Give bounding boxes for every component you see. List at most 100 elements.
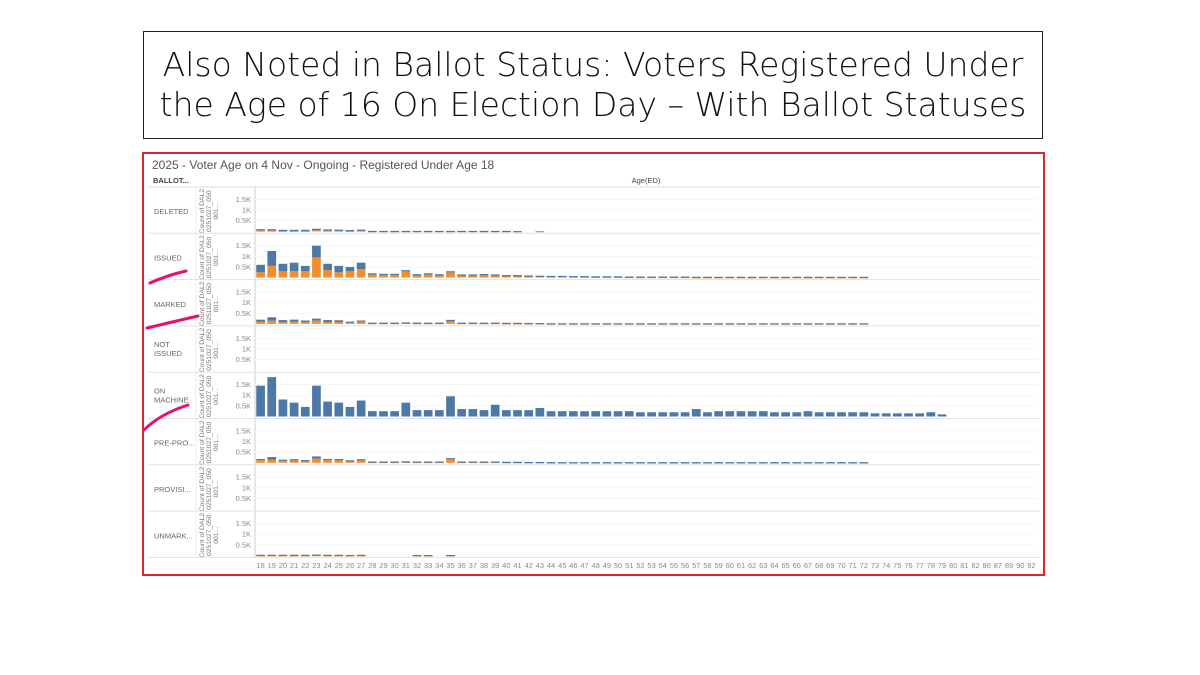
- x-tick-32: 32: [413, 561, 421, 570]
- x-tick-92: 92: [1027, 561, 1035, 570]
- bar-blue-2-22: [300, 320, 310, 323]
- bar-blue-0-25: [334, 229, 344, 231]
- bar-orange-1-28: [367, 274, 377, 278]
- bar-blue-1-64: [770, 276, 779, 278]
- bar-blue-5-35: [446, 458, 455, 460]
- bar-blue-4-47: [580, 411, 589, 417]
- y-tick-3-0: 0.5K: [236, 355, 251, 364]
- bar-blue-1-50: [613, 276, 623, 278]
- bar-blue-2-35: [446, 319, 455, 322]
- bar-blue-2-26: [345, 321, 355, 323]
- x-tick-61: 61: [737, 561, 745, 570]
- bar-orange-1-42: [524, 275, 534, 278]
- bar-blue-2-51: [624, 323, 634, 325]
- bar-orange-1-30: [390, 274, 399, 278]
- bar-blue-5-24: [323, 458, 332, 461]
- y-tick-4-2: 1.5K: [236, 380, 251, 389]
- bar-blue-2-50: [613, 323, 623, 325]
- bar-blue-4-52: [636, 412, 645, 417]
- x-tick-50: 50: [614, 561, 622, 570]
- bar-blue-1-33: [423, 273, 433, 275]
- bar-blue-0-34: [434, 230, 444, 233]
- x-tick-86: 86: [983, 561, 991, 570]
- bar-blue-1-72: [859, 276, 869, 278]
- bar-orange-1-23: [312, 257, 321, 278]
- bar-blue-4-64: [770, 412, 779, 417]
- bar-blue-4-56: [680, 412, 690, 417]
- bar-blue-4-71: [848, 412, 858, 417]
- bar-blue-4-54: [658, 412, 668, 417]
- x-tick-23: 23: [312, 561, 320, 570]
- bar-orange-0-43: [535, 231, 545, 233]
- bar-blue-4-19: [267, 377, 277, 417]
- bar-blue-1-37: [468, 274, 478, 276]
- row-label-6: PROVISI...: [154, 485, 191, 494]
- bar-orange-1-26: [345, 271, 355, 278]
- bar-blue-1-21: [289, 262, 299, 272]
- y-tick-0-0: 0.5K: [236, 216, 251, 225]
- y-tick-7-2: 1.5K: [236, 519, 251, 528]
- bar-blue-2-41: [513, 322, 522, 325]
- x-tick-79: 79: [938, 561, 946, 570]
- x-tick-28: 28: [368, 561, 376, 570]
- y-axis-label-4-2: 001...: [213, 388, 220, 405]
- x-tick-59: 59: [714, 561, 722, 570]
- bar-blue-7-24: [323, 554, 332, 556]
- bar-blue-7-27: [356, 554, 366, 556]
- bar-blue-7-19: [267, 554, 277, 556]
- bar-blue-0-36: [457, 230, 467, 233]
- bar-blue-4-27: [356, 400, 366, 417]
- y-axis-label-6-2: 001...: [213, 480, 220, 497]
- bar-blue-2-27: [356, 320, 366, 322]
- bar-orange-2-35: [446, 320, 455, 324]
- bar-blue-4-66: [792, 412, 802, 417]
- x-tick-27: 27: [357, 561, 365, 570]
- bar-orange-0-21: [289, 230, 299, 232]
- y-tick-6-1: 1K: [242, 483, 251, 492]
- bar-blue-1-46: [569, 276, 578, 278]
- bar-blue-4-31: [401, 402, 411, 417]
- row-label-3-1: ISSUED: [154, 349, 183, 358]
- bar-blue-2-49: [602, 323, 612, 325]
- bar-orange-2-23: [312, 320, 321, 324]
- bar-blue-1-35: [446, 271, 455, 273]
- x-tick-54: 54: [659, 561, 667, 570]
- x-tick-19: 19: [268, 561, 276, 570]
- bar-blue-5-50: [613, 462, 623, 464]
- bar-blue-5-34: [434, 461, 444, 463]
- bar-blue-2-23: [312, 318, 321, 321]
- bar-orange-1-21: [289, 271, 299, 278]
- bar-blue-2-47: [580, 323, 589, 325]
- x-tick-75: 75: [893, 561, 901, 570]
- bar-blue-0-22: [300, 229, 310, 232]
- bar-blue-1-40: [502, 275, 511, 277]
- bar-blue-1-38: [479, 273, 489, 276]
- bar-blue-1-41: [513, 275, 522, 277]
- bar-blue-2-32: [412, 322, 422, 324]
- bar-blue-2-33: [423, 322, 433, 324]
- bar-orange-1-31: [401, 271, 411, 278]
- bar-blue-0-39: [490, 230, 500, 233]
- y-axis-label-5-2: 001...: [213, 434, 220, 451]
- bar-blue-5-39: [490, 461, 500, 463]
- y-tick-5-1: 1K: [242, 437, 251, 446]
- bar-blue-2-53: [647, 323, 656, 325]
- y-tick-0-2: 1.5K: [236, 195, 251, 204]
- bar-blue-4-77: [915, 413, 925, 417]
- bar-blue-2-43: [535, 323, 545, 325]
- x-tick-68: 68: [815, 561, 823, 570]
- bar-blue-2-21: [289, 319, 299, 322]
- bar-blue-4-57: [691, 409, 701, 417]
- x-tick-60: 60: [726, 561, 734, 570]
- bar-blue-5-43: [535, 461, 545, 464]
- y-axis-label-3-1: 0251027_050: [206, 329, 213, 371]
- bar-blue-7-25: [334, 554, 344, 556]
- bar-blue-4-69: [825, 412, 835, 417]
- bar-blue-2-57: [691, 323, 701, 325]
- bar-blue-5-68: [814, 462, 824, 464]
- bar-orange-1-24: [323, 270, 332, 278]
- row-label-3-0: NOT: [154, 340, 170, 349]
- x-tick-74: 74: [882, 561, 890, 570]
- bar-orange-5-18: [256, 460, 265, 463]
- bar-blue-2-52: [636, 323, 645, 325]
